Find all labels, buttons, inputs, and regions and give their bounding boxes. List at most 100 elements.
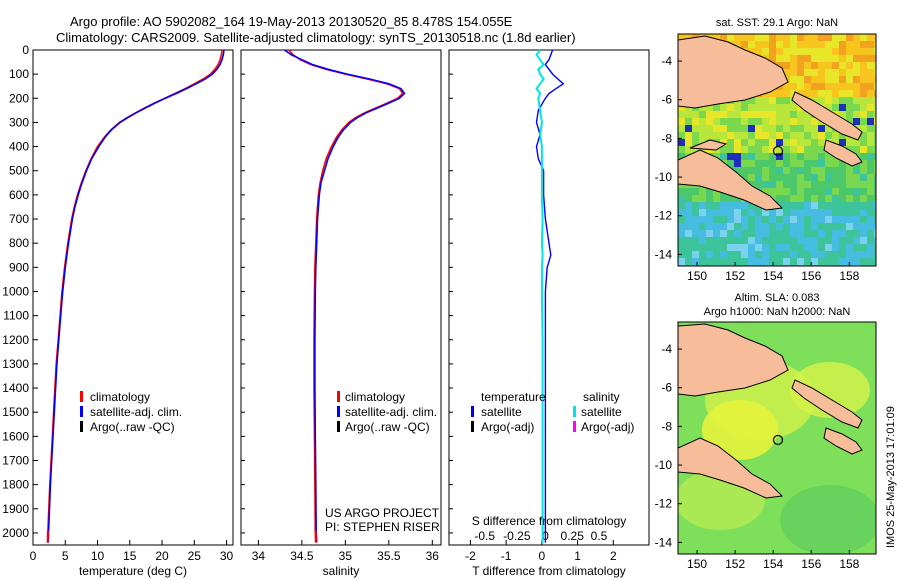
sst-cell: [727, 258, 734, 265]
sst-cell: [734, 125, 741, 132]
sst-cell: [832, 139, 839, 146]
legend-swatch-argo: [80, 421, 83, 432]
sst-cell: [818, 41, 825, 48]
sst-cell: [839, 202, 846, 209]
depth-tick-label: 1300: [2, 357, 29, 371]
sst-cell: [811, 125, 818, 132]
sst-cell: [713, 104, 720, 111]
legend-swatch-satellite: [337, 406, 340, 417]
sst-cell: [818, 62, 825, 69]
sst-cell: [867, 209, 874, 216]
x-tick-label: 34.5: [290, 549, 314, 563]
sst-cell: [762, 188, 769, 195]
sst-cell: [692, 230, 699, 237]
sst-cell: [699, 258, 706, 265]
sst-cell: [846, 167, 853, 174]
sst-cell: [825, 258, 832, 265]
sst-cell: [832, 237, 839, 244]
sst-cell: [846, 41, 853, 48]
legend-label-s-argo: Argo(-adj): [581, 420, 634, 434]
sst-cell: [748, 160, 755, 167]
map-y-tick-label: -14: [655, 535, 673, 549]
sst-cell: [755, 104, 762, 111]
sst-cell: [797, 132, 804, 139]
sst-cell: [755, 230, 762, 237]
sst-cell: [839, 104, 846, 111]
sst-cell: [741, 244, 748, 251]
salinity-chart: 34 34.5 35 35.5 36: [252, 49, 439, 563]
land-papua-tail: [678, 149, 784, 211]
sst-cell: [846, 48, 853, 55]
sst-cell: [755, 111, 762, 118]
sst-cell: [825, 195, 832, 202]
sst-cell: [860, 237, 867, 244]
sst-cell: [867, 69, 874, 76]
sst-cell: [853, 216, 860, 223]
sst-cell: [769, 48, 776, 55]
sst-cell: [832, 41, 839, 48]
sst-cell: [811, 160, 818, 167]
sst-cell: [685, 209, 692, 216]
sst-cell: [713, 153, 720, 160]
sst-cell: [832, 76, 839, 83]
sst-cell: [797, 69, 804, 76]
sst-cell: [762, 251, 769, 258]
sst-cell: [783, 90, 790, 97]
sst-cell: [853, 230, 860, 237]
sst-cell: [783, 160, 790, 167]
sst-cell: [804, 83, 811, 90]
sst-cell: [811, 118, 818, 125]
sst-cell: [860, 41, 867, 48]
sst-cell: [769, 153, 776, 160]
map-x-tick-label: 150: [687, 557, 707, 571]
sst-cell: [832, 223, 839, 230]
sst-cell: [797, 125, 804, 132]
sst-cell: [860, 188, 867, 195]
sst-cell: [685, 244, 692, 251]
sst-cell: [825, 90, 832, 97]
sst-cell: [741, 125, 748, 132]
sst-cell: [790, 90, 797, 97]
sst-cell: [867, 34, 874, 41]
title-line-1: Argo profile: AO 5902082_164 19-May-2013…: [70, 14, 513, 29]
sst-cell: [825, 160, 832, 167]
sst-cell: [713, 111, 720, 118]
depth-tick-label: 800: [9, 236, 29, 250]
sst-cell: [797, 62, 804, 69]
sst-cell: [713, 258, 720, 265]
sst-cell: [769, 230, 776, 237]
sst-cell: [797, 202, 804, 209]
sst-cell: [720, 125, 727, 132]
sst-cell: [755, 174, 762, 181]
sst-cell: [860, 223, 867, 230]
sst-cell: [678, 111, 685, 118]
sst-cell: [818, 195, 825, 202]
sst-cell: [825, 83, 832, 90]
sst-cell: [853, 188, 860, 195]
sst-cell: [790, 146, 797, 153]
depth-axis: 0 100 200 300 400 500 600 700 800 900 1000 1100 1200…: [2, 43, 453, 540]
argo-float-marker: [772, 145, 784, 157]
sst-cell: [706, 202, 713, 209]
sst-cell: [804, 237, 811, 244]
sst-cell: [755, 251, 762, 258]
sst-cell: [755, 41, 762, 48]
sst-cell: [783, 83, 790, 90]
sst-cell: [825, 104, 832, 111]
sst-cell: [734, 230, 741, 237]
sst-cell: [825, 202, 832, 209]
sst-cell: [825, 153, 832, 160]
sst-cell: [832, 202, 839, 209]
sst-cell: [776, 111, 783, 118]
sst-cell: [797, 181, 804, 188]
sst-cell: [860, 55, 867, 62]
sst-cell: [755, 139, 762, 146]
sst-cell: [853, 195, 860, 202]
sst-cell: [762, 160, 769, 167]
sst-cell: [783, 132, 790, 139]
sst-cell: [818, 251, 825, 258]
sst-cell: [804, 41, 811, 48]
salinity-xlabel: salinity: [323, 564, 360, 578]
sst-cell: [783, 34, 790, 41]
sst-cell: [839, 216, 846, 223]
